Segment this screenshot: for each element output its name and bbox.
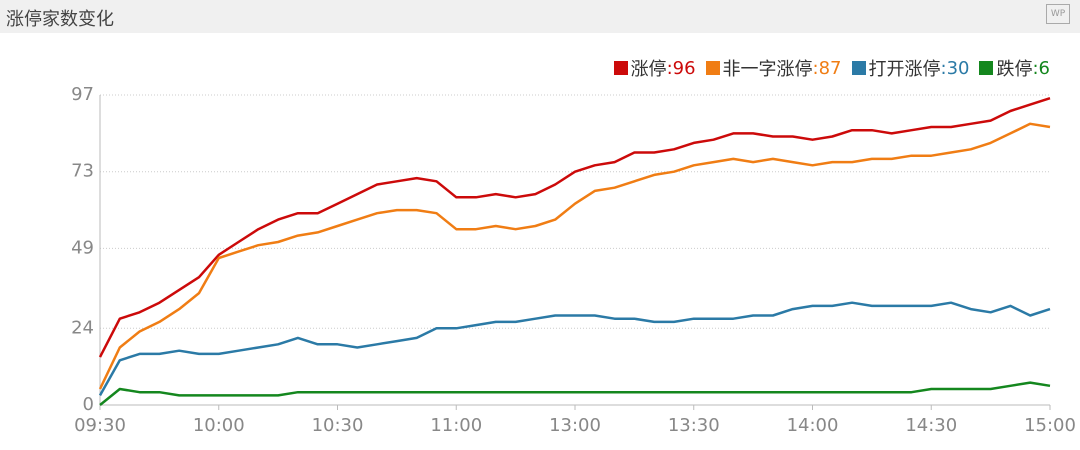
legend-name: 跌停 <box>996 59 1033 80</box>
legend-value: :87 <box>812 57 842 79</box>
y-tick-label: 73 <box>71 161 94 182</box>
x-tick-label: 13:30 <box>668 415 720 436</box>
x-tick-label: 09:30 <box>74 415 126 436</box>
series-line <box>99 381 1051 406</box>
y-tick-label: 97 <box>71 84 94 105</box>
legend-value: :30 <box>940 57 970 79</box>
legend-item: 涨停:96 <box>613 55 696 81</box>
legend-value: :6 <box>1032 57 1050 79</box>
legend-item: 跌停:6 <box>979 55 1050 81</box>
legend-name: 打开涨停 <box>868 59 941 80</box>
legend-swatch <box>613 61 628 75</box>
legend: 涨停:96 非一字涨停:87 打开涨停:30 跌停:6 <box>613 55 1050 81</box>
legend-value: :96 <box>666 57 696 79</box>
header-bar: 涨停家数变化 WP <box>0 0 1080 33</box>
legend-name: 涨停 <box>630 59 667 80</box>
legend-swatch <box>705 61 720 75</box>
y-tick-label: 49 <box>71 237 94 258</box>
x-tick-label: 10:00 <box>193 415 245 436</box>
legend-swatch <box>851 61 866 75</box>
x-tick-label: 15:00 <box>1024 415 1076 436</box>
y-tick-label: 0 <box>83 394 94 415</box>
legend-item: 非一字涨停:87 <box>705 55 842 81</box>
y-tick-label: 24 <box>71 317 94 338</box>
x-tick-label: 13:00 <box>549 415 601 436</box>
series-line <box>98 122 1051 390</box>
x-tick-label: 11:00 <box>430 415 482 436</box>
x-tick-label: 14:30 <box>905 415 957 436</box>
series-line <box>98 301 1051 397</box>
legend-item: 打开涨停:30 <box>851 55 970 81</box>
x-tick-label: 14:00 <box>787 415 839 436</box>
x-tick-label: 10:30 <box>312 415 364 436</box>
legend-swatch <box>979 61 994 75</box>
icon[interactable]: WP <box>1046 4 1070 24</box>
legend-name: 非一字涨停 <box>722 59 813 80</box>
chart-title: 涨停家数变化 <box>6 9 114 30</box>
series-line <box>98 97 1051 358</box>
